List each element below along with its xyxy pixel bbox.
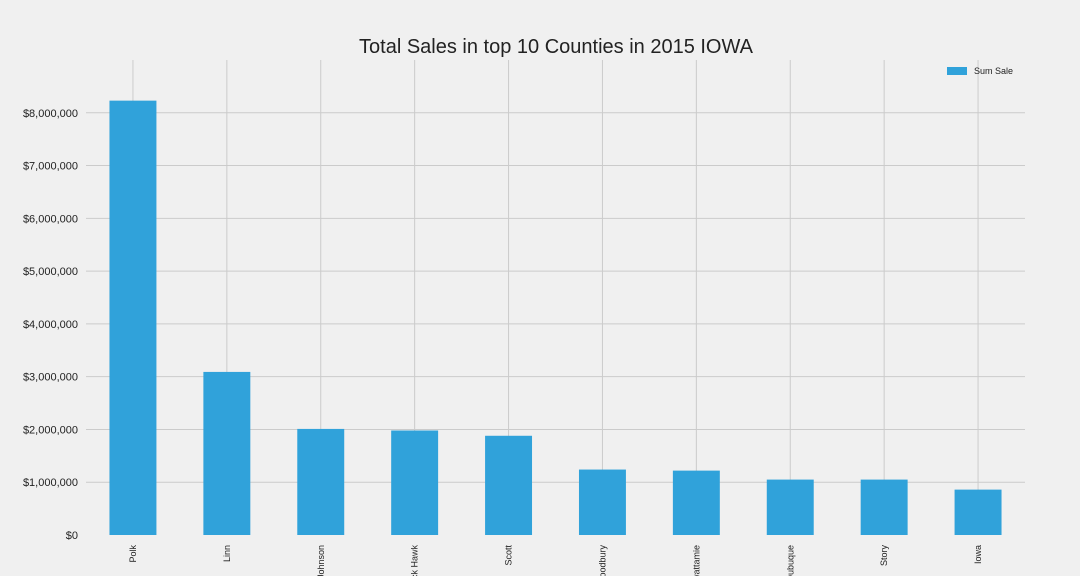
bar-iowa	[954, 489, 1002, 535]
y-tick-label: $7,000,000	[23, 161, 78, 173]
bar-polk	[109, 100, 157, 535]
legend-label-sum-sale: Sum Sale	[974, 66, 1013, 76]
x-tick-label: Scott	[504, 545, 514, 566]
legend: Sum Sale	[947, 66, 1013, 76]
x-tick-label: Polk	[128, 545, 138, 563]
y-tick-label: $5,000,000	[23, 266, 78, 278]
x-tick-label: Dubuque	[785, 545, 795, 576]
y-tick-label: $6,000,000	[23, 213, 78, 225]
bar-black-hawk	[391, 430, 439, 535]
y-tick-label: $8,000,000	[23, 108, 78, 120]
y-tick-label: $2,000,000	[23, 424, 78, 436]
bar-johnson	[297, 428, 345, 535]
y-tick-label: $3,000,000	[23, 372, 78, 384]
bar-dubuque	[766, 479, 814, 535]
y-axis: $0 $1,000,000 $2,000,000 $3,000,000 $4,000,0…	[23, 108, 78, 542]
y-tick-label: $4,000,000	[23, 319, 78, 331]
x-tick-label: Story	[879, 545, 889, 567]
bar-woodbury	[578, 469, 626, 535]
y-tick-label: $1,000,000	[23, 477, 78, 489]
x-tick-label: Linn	[222, 545, 232, 562]
bar-pottawattamie	[672, 470, 720, 535]
bar-layer	[109, 100, 1002, 535]
bar-story	[860, 479, 908, 535]
x-tick-label: Black Hawk	[410, 545, 420, 576]
x-tick-label: Pottawattamie	[691, 545, 701, 576]
x-tick-label: Johnson	[316, 545, 326, 576]
grid-layer	[86, 60, 1025, 535]
chart-title: Total Sales in top 10 Counties in 2015 I…	[359, 36, 754, 58]
legend-swatch-sum-sale	[947, 67, 967, 75]
y-tick-label: $0	[66, 530, 78, 542]
x-tick-label: Woodbury	[597, 545, 607, 576]
bar-scott	[485, 435, 533, 535]
x-tick-label: Iowa	[973, 545, 983, 564]
x-axis: Polk Linn Johnson Black Hawk Scott Woodbury Po…	[128, 545, 983, 576]
bar-linn	[203, 371, 251, 535]
